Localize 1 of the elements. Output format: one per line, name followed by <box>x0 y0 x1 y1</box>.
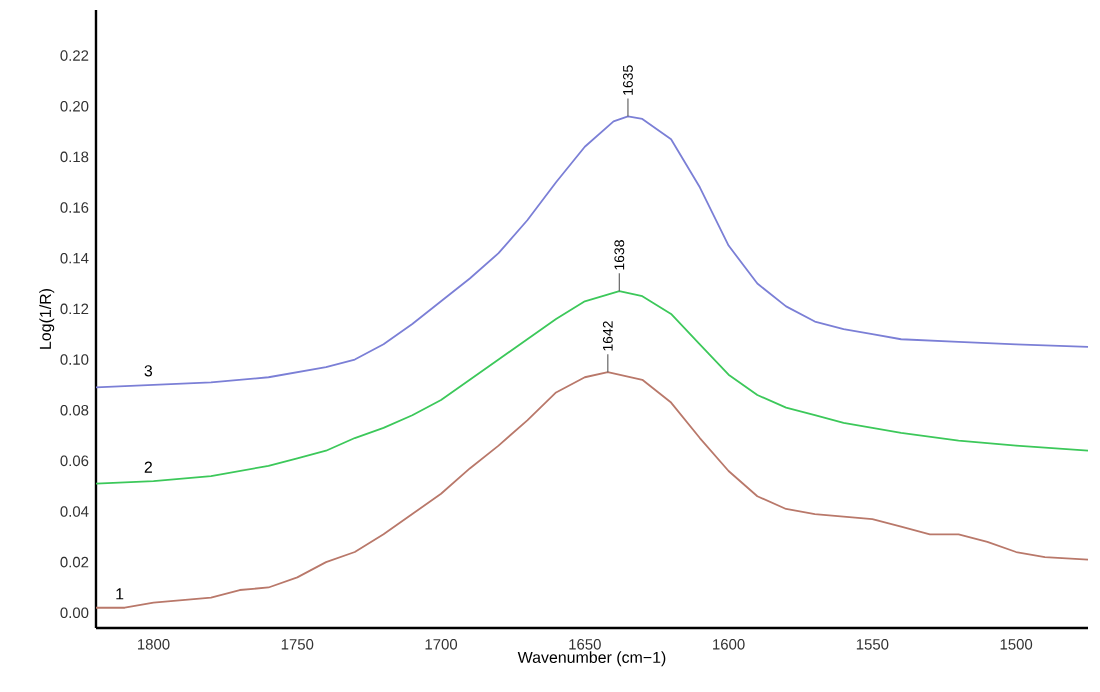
line-series <box>95 290 1089 485</box>
